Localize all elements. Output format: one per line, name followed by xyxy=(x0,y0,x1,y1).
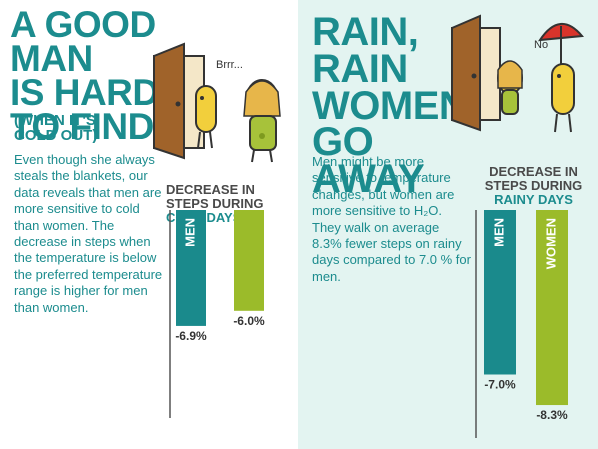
door-cartoon-man-and-woman-illustration: Brrr... xyxy=(153,42,281,163)
cold-days-subhead: (WHEN IT'S COLD OUT) xyxy=(14,112,98,144)
rainy-days-panel: RAIN, RAIN WOMEN GO AWAY Men might be mo… xyxy=(298,0,598,449)
rainy-bar-value-label-0: -7.0% xyxy=(484,378,516,392)
woman-character-illustration xyxy=(243,79,281,163)
rainy-days-chart-title-plain: DECREASE IN STEPS DURING xyxy=(484,164,583,193)
woman-character-illustration xyxy=(497,60,523,115)
rainy-bar-1 xyxy=(536,210,568,406)
open-door-illustration xyxy=(451,14,501,132)
umbrella-cartoon-man-and-woman-illustration: No xyxy=(451,14,585,133)
man-character-illustration xyxy=(551,63,575,133)
brrr-speech-text: Brrr... xyxy=(216,59,243,71)
cold-bar-category-label-0: MEN xyxy=(182,218,197,247)
rainy-days-bar-chart: MEN -7.0% WOMEN -8.3% xyxy=(475,210,568,438)
cold-days-panel: A GOOD MAN IS HARD TO FIND (WHEN IT'S CO… xyxy=(0,0,298,449)
no-speech-text: No xyxy=(534,39,548,51)
rainy-days-headline: RAIN, RAIN WOMEN GO AWAY xyxy=(312,10,468,202)
rainy-bar-category-label-1: WOMEN xyxy=(543,218,558,269)
rainy-bar-category-label-0: MEN xyxy=(491,218,506,247)
cold-bar-1 xyxy=(234,210,264,311)
cold-bar-value-label-0: -6.9% xyxy=(175,329,207,343)
rainy-days-body-text: Men might be more sensitive to temperatu… xyxy=(312,154,471,284)
rainy-days-chart-title-highlight: RAINY DAYS xyxy=(494,192,573,207)
cold-days-body-text: Even though she always steals the blanke… xyxy=(14,152,163,315)
rainy-days-chart-title: DECREASE IN STEPS DURING RAINY DAYS xyxy=(476,165,591,207)
man-character-illustration xyxy=(195,85,217,149)
cold-days-headline: A GOOD MAN IS HARD TO FIND xyxy=(10,4,159,148)
cold-bar-0 xyxy=(176,210,206,326)
cold-bar-value-label-1: -6.0% xyxy=(233,314,265,328)
cold-days-chart-title-plain: DECREASE IN STEPS DURING xyxy=(166,182,264,211)
cold-days-bar-chart: MEN -6.9% -6.0% xyxy=(169,210,265,418)
rainy-bar-value-label-1: -8.3% xyxy=(536,408,568,422)
rainy-bar-0 xyxy=(484,210,516,375)
